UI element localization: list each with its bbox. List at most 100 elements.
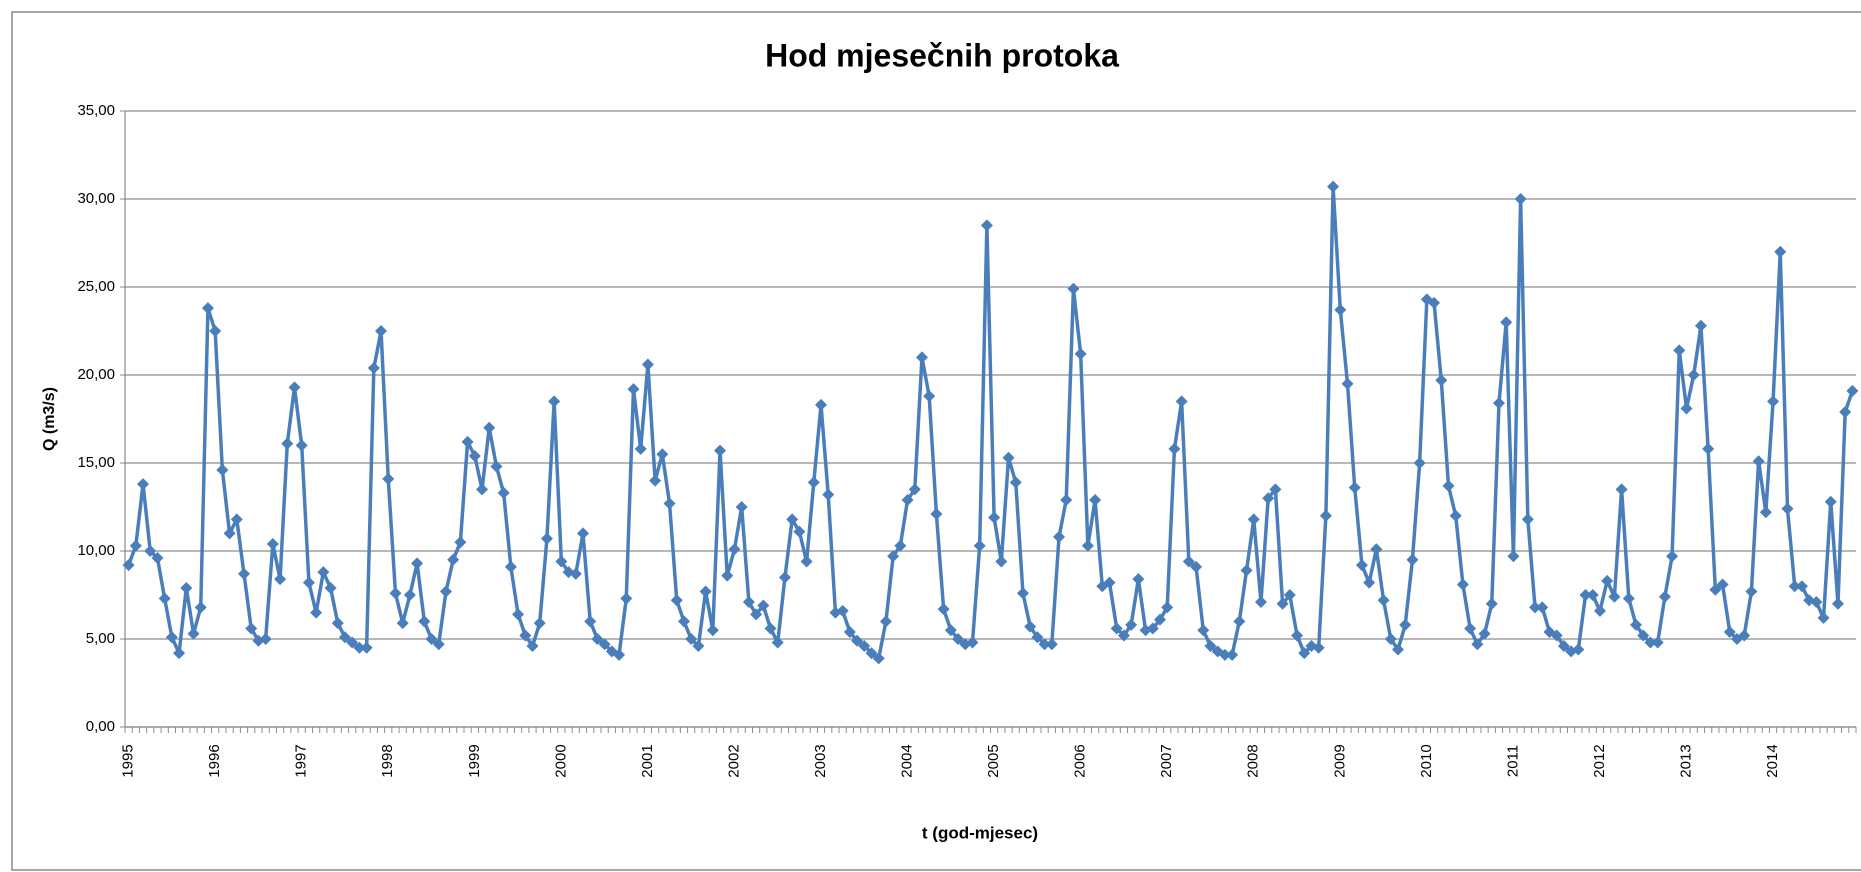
data-point xyxy=(584,615,597,628)
data-point xyxy=(908,483,921,496)
data-point xyxy=(375,325,388,337)
data-point xyxy=(512,608,525,621)
data-point xyxy=(353,641,366,654)
data-point xyxy=(396,617,409,630)
data-point xyxy=(1392,643,1405,656)
data-point xyxy=(122,559,135,572)
data-point xyxy=(1081,539,1094,552)
data-point xyxy=(1110,622,1123,635)
data-point xyxy=(1435,374,1448,387)
data-point xyxy=(180,581,193,594)
data-point xyxy=(310,606,323,619)
data-point xyxy=(742,596,755,609)
data-point xyxy=(728,543,741,556)
data-point xyxy=(1586,589,1599,601)
data-point xyxy=(1666,550,1679,563)
data-point xyxy=(1355,559,1368,572)
data-point xyxy=(576,527,589,540)
data-point xyxy=(1572,643,1585,656)
data-point xyxy=(1031,631,1044,644)
data-point xyxy=(865,647,878,660)
data-point xyxy=(786,513,799,526)
data-point xyxy=(879,615,892,628)
data-point xyxy=(1831,597,1844,610)
data-point xyxy=(613,648,626,661)
data-point xyxy=(1478,627,1491,640)
data-point xyxy=(1557,640,1570,653)
data-point xyxy=(447,553,460,566)
data-point xyxy=(1752,455,1765,468)
data-point xyxy=(1788,580,1801,593)
data-point xyxy=(1644,636,1657,649)
data-point xyxy=(1449,509,1462,522)
data-point xyxy=(1045,638,1058,651)
data-point xyxy=(173,647,186,660)
data-point xyxy=(288,381,301,394)
data-point xyxy=(634,442,647,455)
data-point xyxy=(497,486,510,499)
data-point xyxy=(194,601,207,614)
data-point xyxy=(872,652,885,665)
data-point xyxy=(1514,193,1527,205)
data-point xyxy=(692,640,705,653)
chart-title: Hod mjesečnih protoka xyxy=(765,37,1119,73)
data-point xyxy=(627,383,640,396)
data-point xyxy=(1745,585,1758,598)
data-point xyxy=(764,622,777,635)
data-point xyxy=(1009,476,1022,489)
data-point xyxy=(656,448,669,461)
data-point xyxy=(432,638,445,651)
data-point xyxy=(165,631,178,644)
data-point xyxy=(1759,506,1772,519)
data-point xyxy=(937,603,950,616)
data-point xyxy=(1377,594,1390,607)
data-point xyxy=(151,552,164,565)
data-point xyxy=(1103,576,1116,589)
y-tick-label: 5,00 xyxy=(86,630,115,647)
data-point xyxy=(1406,553,1419,566)
x-tick-label: 2010 xyxy=(1418,744,1435,777)
data-point xyxy=(1269,483,1282,496)
data-point xyxy=(721,569,734,582)
data-point xyxy=(1384,633,1397,645)
x-tick-label: 2000 xyxy=(552,744,569,777)
data-point xyxy=(533,617,546,630)
data-point xyxy=(1348,481,1361,494)
data-point xyxy=(1658,590,1671,603)
data-point xyxy=(1456,578,1469,591)
data-point xyxy=(490,460,503,473)
data-point xyxy=(1038,638,1051,651)
data-point xyxy=(1247,513,1260,526)
data-point xyxy=(1507,550,1520,563)
data-point xyxy=(1024,620,1037,633)
y-axis-label: Q (m3/s) xyxy=(41,387,58,451)
data-point xyxy=(793,525,806,538)
data-point xyxy=(995,555,1008,568)
data-point xyxy=(1262,492,1275,505)
data-point xyxy=(815,398,828,411)
y-tick-label: 30,00 xyxy=(77,190,115,207)
data-point xyxy=(1327,180,1340,193)
data-point xyxy=(1161,601,1174,614)
y-tick-label: 20,00 xyxy=(77,366,115,383)
data-point xyxy=(757,599,770,612)
data-point xyxy=(137,478,150,491)
data-point xyxy=(1125,618,1138,631)
data-point xyxy=(944,624,957,637)
data-point xyxy=(750,608,763,621)
data-point xyxy=(1795,580,1808,593)
data-point xyxy=(663,497,676,510)
data-point xyxy=(1608,590,1621,603)
data-point xyxy=(1226,648,1239,661)
data-point xyxy=(504,560,517,573)
y-tick-label: 25,00 xyxy=(77,278,115,295)
data-point xyxy=(714,444,727,457)
data-point xyxy=(238,567,251,580)
data-point xyxy=(800,555,813,568)
data-point xyxy=(915,351,928,364)
data-point xyxy=(302,576,315,589)
data-point xyxy=(223,527,236,540)
data-point xyxy=(1312,641,1325,654)
data-point xyxy=(1153,613,1166,626)
data-point xyxy=(1132,573,1145,586)
